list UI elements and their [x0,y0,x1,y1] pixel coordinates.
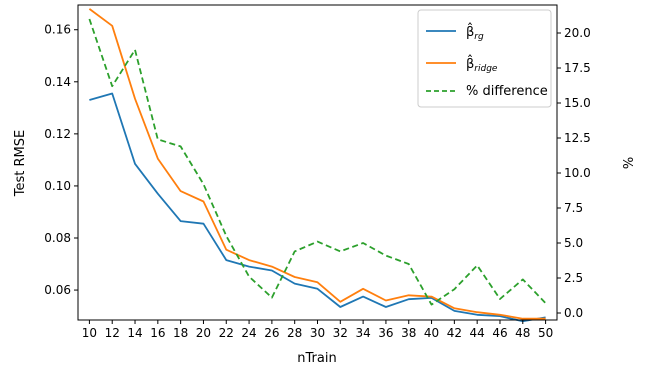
x-axis-label: nTrain [297,351,336,366]
series-line-2 [88,18,547,306]
y-left-tick-label: 0.08 [44,231,71,245]
x-tick-label: 34 [355,326,370,340]
y-axis-right-label: % [622,157,637,169]
x-tick-label: 28 [287,326,302,340]
x-axis: 10 12 14 16 18 20 22 24 26 28 30 32 34 36 38 40 42 44 46 48… [82,320,553,340]
x-tick-label: 42 [447,326,462,340]
y-axis-right: 0.0 2.5 5.0 7.5 10.0 12.5 15.0 17.5 20.0 [557,26,591,320]
x-tick-label: 24 [241,326,256,340]
y-left-tick-label: 0.16 [44,23,71,37]
x-tick-label: 30 [310,326,325,340]
x-tick-label: 18 [173,326,188,340]
x-tick-label: 20 [196,326,211,340]
series-line-0 [89,92,546,323]
legend: β̂rg β̂ridge % difference [417,9,552,108]
y-right-tick-label: 20.0 [564,26,591,40]
x-tick-label: 46 [492,326,507,340]
y-right-tick-label: 5.0 [564,236,583,250]
x-tick-label: 40 [424,326,439,340]
y-axis-left: 0.06 0.08 0.10 0.12 0.14 0.16 [44,23,78,297]
x-tick-label: 44 [470,326,485,340]
plot-marks [88,8,547,323]
x-tick-label: 12 [105,326,120,340]
x-tick-label: 32 [333,326,348,340]
x-tick-label: 10 [82,326,97,340]
legend-label-pct-difference: % difference [466,84,548,99]
y-axis-left-label: Test RMSE [13,130,28,197]
y-right-tick-label: 2.5 [564,271,583,285]
x-tick-label: 22 [219,326,234,340]
y-left-tick-label: 0.06 [44,283,71,297]
x-tick-label: 14 [127,326,142,340]
y-left-tick-label: 0.14 [44,75,71,89]
y-left-tick-label: 0.12 [44,127,71,141]
x-tick-label: 16 [150,326,165,340]
y-right-tick-label: 12.5 [564,131,591,145]
legend-box [417,9,552,108]
x-tick-label: 36 [378,326,393,340]
y-left-tick-label: 0.10 [44,179,71,193]
x-tick-label: 50 [538,326,553,340]
y-right-tick-label: 7.5 [564,201,583,215]
y-right-tick-label: 10.0 [564,166,591,180]
y-right-tick-label: 15.0 [564,96,591,110]
x-tick-label: 38 [401,326,416,340]
x-tick-label: 26 [264,326,279,340]
y-right-tick-label: 17.5 [564,61,591,75]
series-line-1 [88,8,546,320]
x-tick-label: 48 [515,326,530,340]
y-right-tick-label: 0.0 [564,306,583,320]
